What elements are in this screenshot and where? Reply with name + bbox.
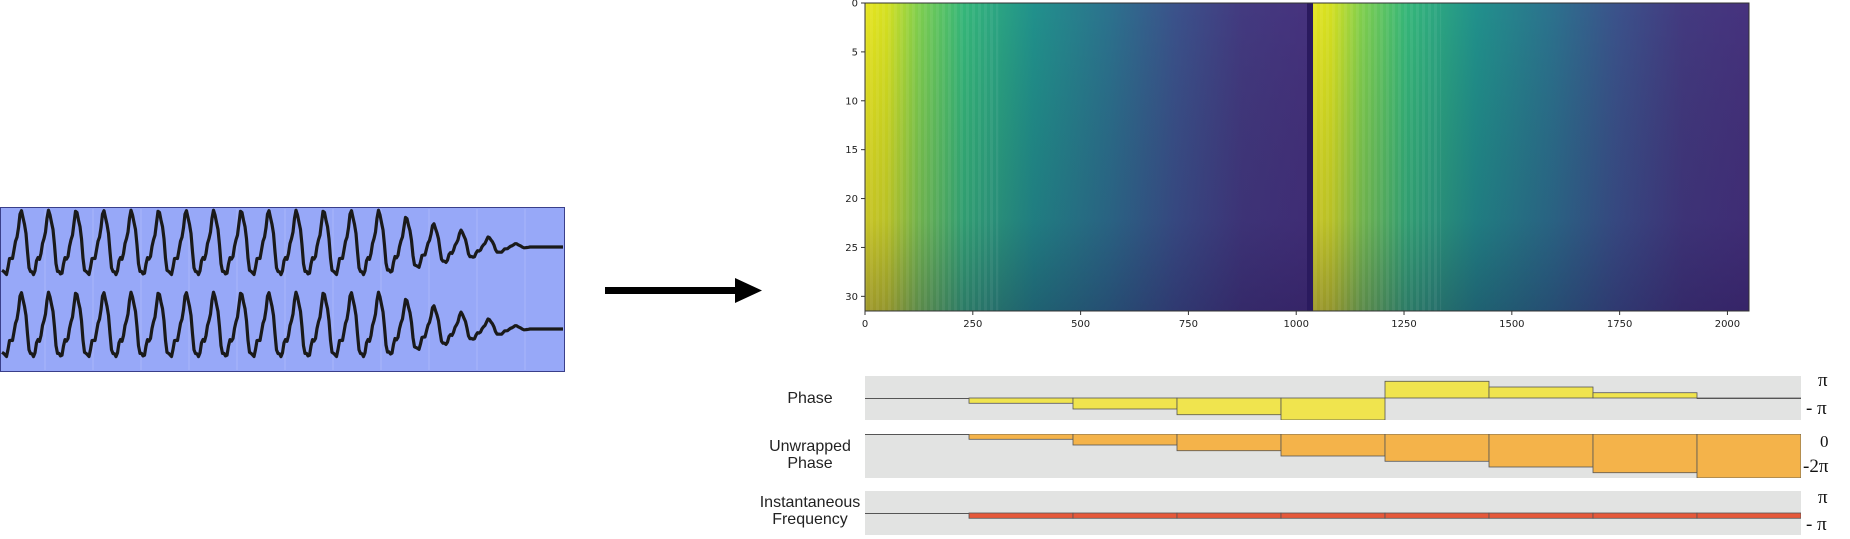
unwrapped-scale-bottom: -2π (1803, 456, 1829, 477)
phase-bar (1592, 392, 1698, 399)
phase-scale-top: π (1818, 370, 1828, 391)
y-tick-label: 25 (845, 243, 858, 254)
instfreq-scale-bottom: - π (1806, 514, 1827, 535)
spectrogram-plot: 0 250 500 750 1000 1250 1500 1750 2000 0 5 10 15 20 25… (845, 0, 1750, 330)
instfreq-scale-top: π (1818, 487, 1828, 508)
y-tick-label: 15 (845, 145, 858, 156)
phase-bar (1384, 512, 1490, 519)
phase-bar (1488, 434, 1594, 468)
x-tick-label: 0 (862, 319, 868, 330)
phase-bar (1176, 434, 1282, 452)
x-tick-label: 250 (963, 319, 982, 330)
phase-bar (1176, 397, 1282, 416)
phase-bar (1696, 434, 1801, 478)
phase-scale-bottom: - π (1806, 398, 1827, 419)
phase-bar (1696, 512, 1801, 519)
phase-bar (968, 434, 1074, 440)
y-tick-label: 5 (852, 47, 858, 58)
phase-bar (1280, 512, 1386, 519)
unwrapped-phase-band (865, 434, 1801, 478)
x-tick-label: 2000 (1715, 319, 1740, 330)
y-tick-label: 20 (845, 194, 858, 205)
x-tick-label: 750 (1179, 319, 1198, 330)
phase-bar (1280, 434, 1386, 457)
phase-bar (1592, 434, 1698, 474)
phase-bar (968, 397, 1074, 404)
unwrapped-scale-top: 0 (1820, 432, 1829, 451)
phase-bar (1176, 512, 1282, 519)
y-tick-label: 10 (845, 96, 858, 107)
x-tick-label: 1750 (1607, 319, 1632, 330)
phase-bar (1488, 512, 1594, 519)
phase-bar (1384, 434, 1490, 462)
phase-bar (1072, 397, 1178, 410)
x-tick-label: 1500 (1499, 319, 1524, 330)
x-tick-label: 500 (1071, 319, 1090, 330)
stereo-waveform (0, 207, 565, 372)
x-tick-label: 1250 (1391, 319, 1416, 330)
phase-bar (1488, 386, 1594, 399)
phase-bar (968, 512, 1074, 519)
row-label-unwrapped-phase: Unwrapped Phase (769, 438, 851, 472)
instantaneous-frequency-band (865, 491, 1801, 535)
x-tick-label: 1000 (1283, 319, 1308, 330)
row-label-phase: Phase (787, 390, 833, 407)
phase-bar (1280, 397, 1386, 420)
y-tick-label: 30 (845, 292, 858, 303)
phase-bar (1072, 512, 1178, 519)
waveform-channel-top (1, 208, 564, 277)
y-tick-label: 0 (852, 0, 858, 10)
phase-bar (1592, 512, 1698, 519)
waveform-channel-bottom (1, 290, 564, 359)
row-label-instantaneous-frequency: Instantaneous Frequency (759, 494, 861, 528)
phase-bar (1384, 380, 1490, 399)
phase-band (865, 376, 1801, 420)
phase-bar (1072, 434, 1178, 446)
transform-arrow (605, 278, 762, 303)
